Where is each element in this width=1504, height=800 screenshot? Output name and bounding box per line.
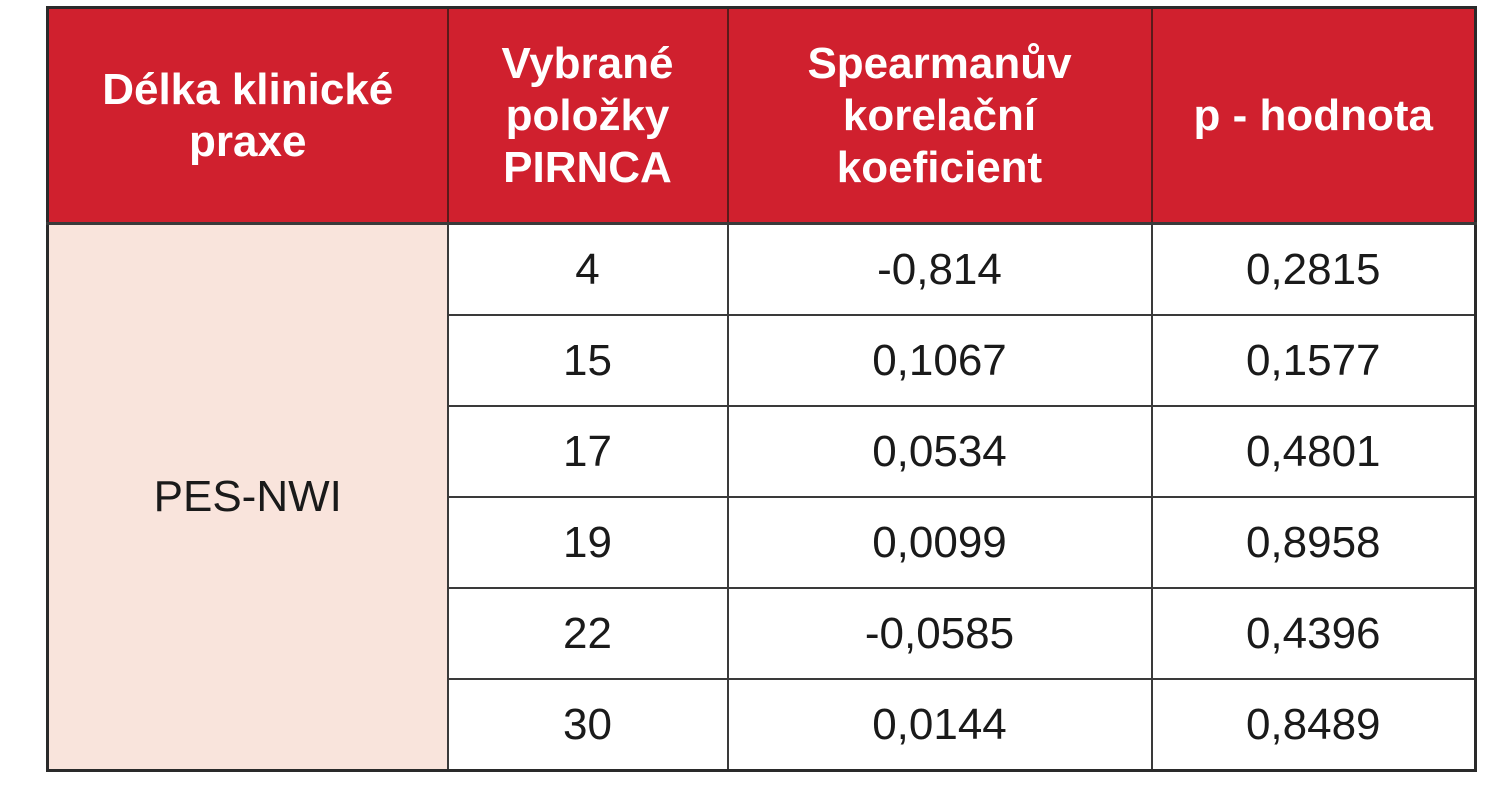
correlation-table: Délka klinické praxe Vybrané položky PIR… bbox=[46, 6, 1477, 772]
p-value-cell: 0,2815 bbox=[1150, 222, 1477, 316]
item-cell: 22 bbox=[446, 587, 729, 680]
p-value-cell: 0,4396 bbox=[1150, 587, 1477, 680]
p-value-cell: 0,8489 bbox=[1150, 678, 1477, 772]
header-p-value: p - hodnota bbox=[1150, 6, 1477, 225]
coefficient-cell: -0,0585 bbox=[726, 587, 1153, 680]
header-clinical-practice-length: Délka klinické praxe bbox=[46, 6, 449, 225]
p-value-cell: 0,8958 bbox=[1150, 496, 1477, 589]
item-cell: 17 bbox=[446, 405, 729, 498]
table-row: 15 0,1067 0,1577 bbox=[48, 314, 1477, 407]
p-value-cell: 0,4801 bbox=[1150, 405, 1477, 498]
header-selected-items: Vybrané položky PIRNCA bbox=[446, 6, 729, 225]
table-row: 22 -0,0585 0,4396 bbox=[48, 587, 1477, 680]
item-cell: 19 bbox=[446, 496, 729, 589]
coefficient-cell: -0,814 bbox=[726, 222, 1153, 316]
table-row: 17 0,0534 0,4801 bbox=[48, 405, 1477, 498]
group-label-cell: PES-NWI bbox=[46, 222, 449, 772]
correlation-table-container: Délka klinické praxe Vybrané položky PIR… bbox=[46, 6, 1477, 772]
item-cell: 4 bbox=[446, 222, 729, 316]
table-row: 19 0,0099 0,8958 bbox=[48, 496, 1477, 589]
table-row: 30 0,0144 0,8489 bbox=[48, 678, 1477, 772]
item-cell: 15 bbox=[446, 314, 729, 407]
table-row: PES-NWI 4 -0,814 0,2815 bbox=[46, 222, 1477, 772]
coefficient-cell: 0,0534 bbox=[726, 405, 1153, 498]
header-spearman-coefficient: Spearmanův korelační koeficient bbox=[726, 6, 1153, 225]
p-value-cell: 0,1577 bbox=[1150, 314, 1477, 407]
coefficient-cell: 0,1067 bbox=[726, 314, 1153, 407]
coefficient-cell: 0,0099 bbox=[726, 496, 1153, 589]
coefficient-cell: 0,0144 bbox=[726, 678, 1153, 772]
item-cell: 30 bbox=[446, 678, 729, 772]
header-row: Délka klinické praxe Vybrané položky PIR… bbox=[46, 6, 1477, 225]
